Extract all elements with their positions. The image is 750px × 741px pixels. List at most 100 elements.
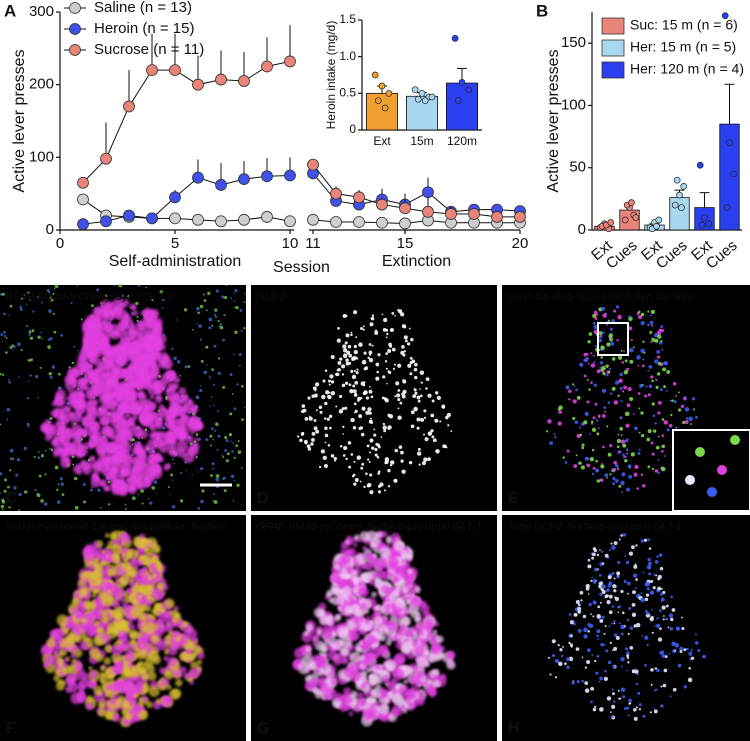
speckle <box>203 299 207 302</box>
cell-structure <box>315 668 321 674</box>
speckle <box>26 325 28 328</box>
cell-structure <box>367 458 370 461</box>
speckle <box>225 439 229 443</box>
cell-structure <box>127 643 135 651</box>
cell-structure <box>354 380 359 385</box>
speckle <box>199 385 202 387</box>
cell-structure <box>595 419 599 422</box>
cell-structure <box>640 433 645 438</box>
cell-structure <box>393 363 396 366</box>
cell-structure <box>634 464 639 470</box>
cell-structure <box>638 708 642 711</box>
cell-structure <box>586 378 589 381</box>
cell-structure <box>657 334 662 339</box>
cell-structure <box>623 350 625 352</box>
cell-structure <box>95 476 101 482</box>
cell-structure <box>351 475 355 478</box>
cell-structure <box>150 544 161 555</box>
speckle <box>23 294 26 296</box>
cell-structure <box>566 657 570 661</box>
cell-structure <box>360 397 363 400</box>
cell-structure <box>432 674 440 682</box>
data-point <box>284 169 296 182</box>
cell-structure <box>620 349 623 352</box>
cell-structure <box>597 568 599 571</box>
cell-structure <box>607 583 612 588</box>
cell-structure <box>68 401 73 406</box>
cell-structure <box>130 665 143 678</box>
cell-structure <box>120 383 130 393</box>
cell-structure <box>132 465 141 475</box>
cell-structure <box>613 633 617 637</box>
cell-structure <box>646 643 649 647</box>
panel-label: F <box>6 720 16 737</box>
cell-structure <box>92 346 104 358</box>
cell-structure <box>416 417 421 422</box>
cell-structure <box>365 552 373 560</box>
cell-structure <box>592 321 596 325</box>
cell-structure <box>626 403 631 408</box>
cell-structure <box>416 621 425 630</box>
cell-structure <box>389 344 393 348</box>
cell-structure <box>663 385 666 389</box>
cell-structure <box>647 557 651 562</box>
cell-structure <box>416 656 429 668</box>
speckle <box>200 359 204 363</box>
data-point <box>411 86 419 94</box>
cell-structure <box>621 390 625 393</box>
data-point <box>215 73 227 86</box>
cell-structure <box>380 585 390 594</box>
cell-structure <box>591 472 595 476</box>
speckle <box>11 457 15 461</box>
cell-structure <box>599 601 602 604</box>
cell-structure <box>134 651 141 658</box>
cell-structure <box>626 440 629 443</box>
cell-structure <box>337 368 341 372</box>
cell-structure <box>430 429 434 433</box>
cell-structure <box>670 595 673 599</box>
image-caption: Total GLT-1 <box>507 521 563 533</box>
cell-structure <box>695 415 698 419</box>
cell-structure <box>357 692 364 699</box>
cell-structure <box>299 438 303 443</box>
cell-structure <box>121 429 134 442</box>
cell-structure <box>660 597 665 602</box>
speckle <box>26 397 30 400</box>
cell-structure <box>146 315 156 324</box>
cell-structure <box>391 708 400 716</box>
cell-structure <box>637 593 641 597</box>
cell-structure <box>151 572 157 579</box>
cell-structure <box>322 695 327 700</box>
cell-structure <box>324 426 328 431</box>
cell-structure <box>617 394 620 397</box>
cell-structure <box>352 389 357 394</box>
cell-structure <box>626 581 631 586</box>
speckle <box>149 501 153 505</box>
cell-structure <box>419 394 423 398</box>
cell-structure <box>594 705 597 708</box>
image-caption: Intracellular fraction <box>131 521 227 533</box>
cell-structure <box>623 707 627 710</box>
cell-structure <box>650 340 653 343</box>
cell-structure <box>80 459 88 467</box>
cell-structure <box>100 665 106 672</box>
speckle <box>29 358 34 362</box>
cell-structure <box>596 614 601 619</box>
cell-structure <box>97 374 105 382</box>
speckle <box>0 333 4 337</box>
cell-structure <box>369 473 373 477</box>
cell-structure <box>562 456 565 459</box>
cell-structure <box>79 640 89 651</box>
cell-structure <box>409 356 413 360</box>
cell-structure <box>641 484 646 488</box>
cell-structure <box>140 310 146 316</box>
cell-structure <box>375 665 380 670</box>
cell-structure <box>653 625 656 627</box>
cell-structure <box>337 606 343 612</box>
cell-structure <box>87 365 92 370</box>
cell-structure <box>359 602 367 611</box>
x-tick-label: 15m <box>410 134 433 148</box>
cell-structure <box>345 539 350 545</box>
cell-structure <box>684 407 690 412</box>
cell-structure <box>635 544 638 547</box>
